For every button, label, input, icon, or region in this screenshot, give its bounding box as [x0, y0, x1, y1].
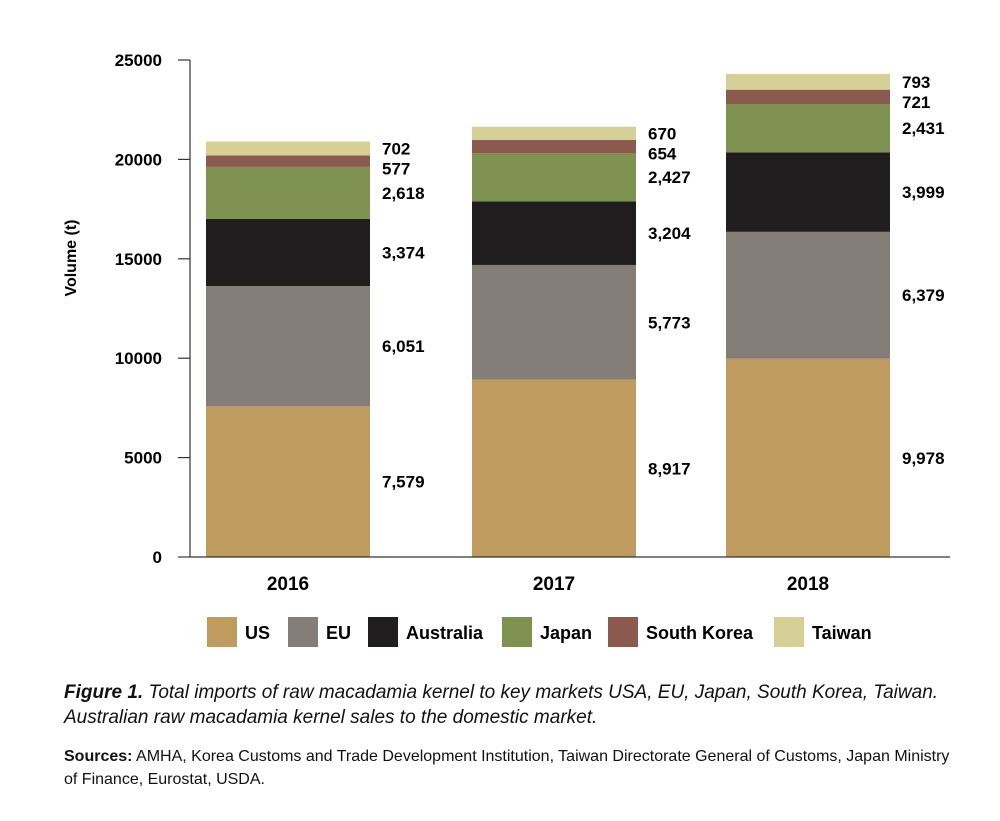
legend-swatch: [368, 617, 398, 647]
value-label: 3,999: [902, 183, 945, 202]
y-tick-label: 5000: [124, 449, 162, 468]
bar-segment: [726, 231, 890, 359]
value-label: 577: [382, 159, 410, 178]
bar-segment: [472, 140, 636, 154]
value-label: 7,579: [382, 473, 425, 492]
bar-segment: [472, 201, 636, 265]
bar-segment: [726, 89, 890, 104]
value-label: 2,618: [382, 184, 425, 203]
y-tick-label: 25000: [115, 51, 162, 70]
legend-swatch: [608, 617, 638, 647]
sources-heading: Sources:: [64, 748, 133, 765]
legend-label: Taiwan: [812, 623, 872, 643]
bar-segment: [726, 152, 890, 232]
y-tick-label: 20000: [115, 150, 162, 169]
stacked-bar-chart: 0 5000 10000 15000 20000 25000 7,579 6,051 3,37…: [63, 51, 950, 647]
y-tick-label: 15000: [115, 250, 162, 269]
x-tick-label: 2016: [267, 574, 309, 595]
sources-text: AMHA, Korea Customs and Trade Developmen…: [64, 748, 950, 788]
legend-label: EU: [326, 623, 351, 643]
value-label: 6,379: [902, 286, 945, 305]
bar-segment: [726, 358, 890, 557]
value-label: 793: [902, 73, 930, 92]
bar-segment: [206, 286, 370, 407]
legend-swatch: [207, 617, 237, 647]
legend-swatch: [774, 617, 804, 647]
value-label: 9,978: [902, 449, 945, 468]
x-axis: 2016 2017 2018: [190, 556, 950, 595]
bar-segment: [206, 141, 370, 156]
sources-note: Sources: AMHA, Korea Customs and Trade D…: [64, 745, 964, 791]
value-label: 670: [648, 124, 676, 143]
x-tick-label: 2017: [533, 574, 575, 595]
legend: US EU Australia Japan South Korea Taiwan: [207, 617, 872, 647]
legend-swatch: [288, 617, 318, 647]
bar-segment: [472, 264, 636, 380]
value-label: 654: [648, 144, 677, 163]
bar-segment: [206, 155, 370, 167]
value-label: 2,431: [902, 119, 945, 138]
legend-label: Japan: [540, 623, 592, 643]
value-label: 721: [902, 93, 930, 112]
x-tick-label: 2018: [787, 574, 829, 595]
legend-swatch: [502, 617, 532, 647]
caption-text: Total imports of raw macadamia kernel to…: [64, 682, 939, 728]
legend-label: Australia: [406, 623, 484, 643]
legend-label: South Korea: [646, 623, 754, 643]
bar-segment: [472, 153, 636, 202]
bar-segment: [206, 166, 370, 219]
figure-ref: Figure 1.: [64, 682, 144, 703]
value-label: 702: [382, 139, 410, 158]
y-axis-title: Volume (t): [63, 219, 80, 296]
value-label: 6,051: [382, 337, 425, 356]
legend-label: US: [245, 623, 270, 643]
bar-segment: [206, 406, 370, 557]
y-tick-label: 10000: [115, 349, 162, 368]
figure-caption: Figure 1. Total imports of raw macadamia…: [64, 680, 964, 730]
bar-segment: [472, 379, 636, 557]
value-label: 3,204: [648, 224, 691, 243]
value-label: 5,773: [648, 313, 691, 332]
value-label: 2,427: [648, 168, 691, 187]
bar-segment: [726, 103, 890, 153]
y-axis: 0 5000 10000 15000 20000 25000: [115, 51, 191, 567]
value-label: 3,374: [382, 243, 425, 262]
value-label: 8,917: [648, 459, 691, 478]
bar-segment: [726, 73, 890, 90]
bar-segment: [472, 126, 636, 141]
y-tick-label: 0: [153, 548, 162, 567]
bar-segment: [206, 218, 370, 287]
